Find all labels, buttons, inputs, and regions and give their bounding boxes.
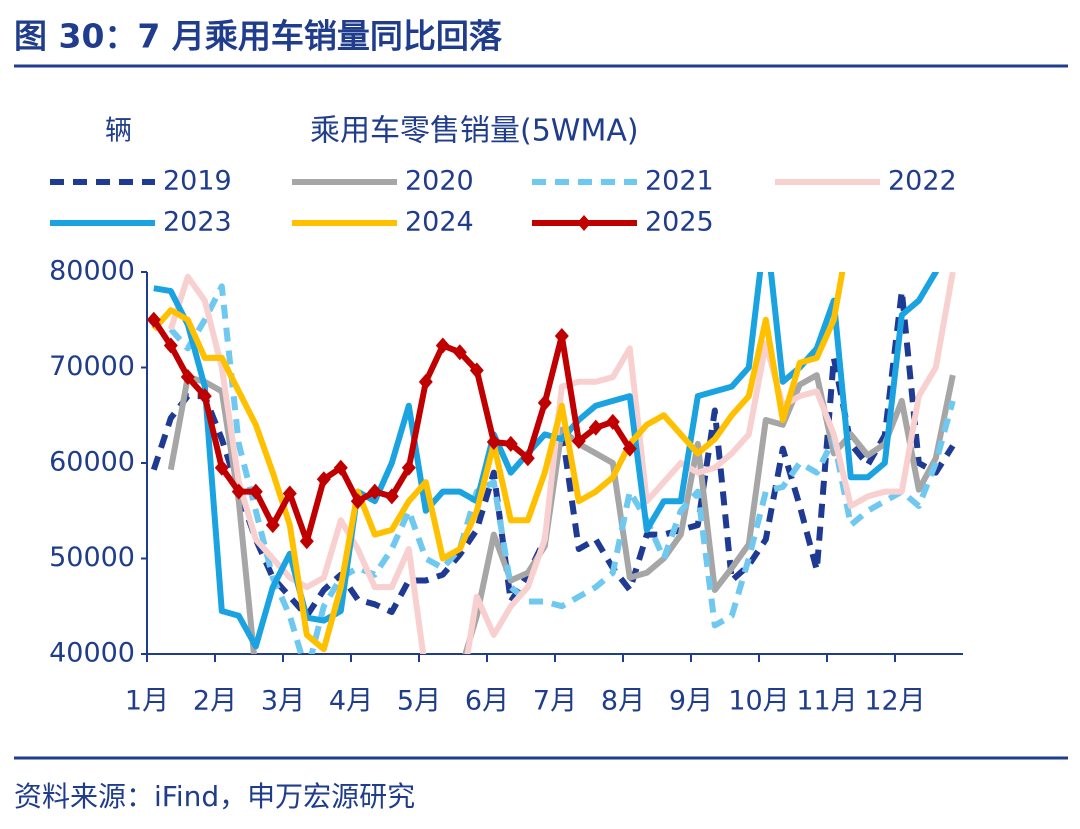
source: 资料来源：iFind，申万宏源研究	[14, 780, 415, 813]
point	[350, 493, 365, 510]
point	[520, 450, 535, 467]
point	[299, 533, 314, 550]
y-tick-label: 70000	[49, 351, 135, 382]
y-axis-label: 辆	[105, 116, 132, 147]
y-tick-label: 40000	[49, 638, 135, 669]
point	[231, 483, 246, 500]
x-tick-label: 5月	[397, 686, 441, 717]
point	[435, 337, 450, 354]
point	[147, 311, 161, 328]
legend-label: 2022	[888, 166, 957, 197]
point	[503, 435, 518, 452]
legend-label: 2020	[405, 166, 474, 197]
point	[588, 419, 603, 436]
point	[282, 485, 297, 502]
x-tick-label: 1月	[125, 686, 169, 717]
series-layer	[147, 272, 956, 654]
y-tick-label: 80000	[49, 256, 135, 287]
point	[537, 394, 552, 411]
x-tick-label: 2月	[193, 686, 237, 717]
legend-label: 2024	[405, 207, 474, 238]
series-line	[151, 272, 846, 653]
point	[469, 362, 484, 379]
series-line	[167, 372, 956, 654]
point	[214, 459, 229, 476]
chart-title: 乘用车零售销量(5WMA)	[310, 114, 639, 149]
x-tick-label: 11月	[796, 686, 857, 717]
point	[248, 483, 263, 500]
point	[418, 373, 433, 390]
legend-label: 2021	[645, 166, 714, 197]
y-tick-label: 50000	[49, 542, 135, 573]
y-tick-label: 60000	[49, 447, 135, 478]
point	[486, 433, 501, 450]
point	[452, 344, 467, 361]
legend-marker	[577, 215, 591, 231]
point	[605, 413, 620, 430]
x-tick-label: 10月	[728, 686, 789, 717]
x-tick-label: 9月	[669, 686, 713, 717]
point	[571, 433, 586, 450]
point	[197, 388, 212, 405]
x-tick-label: 8月	[601, 686, 645, 717]
x-tick-label: 3月	[261, 686, 305, 717]
point	[333, 459, 348, 476]
point	[554, 327, 569, 344]
point	[316, 471, 331, 488]
legend-label: 2023	[163, 207, 232, 238]
x-tick-label: 6月	[465, 686, 509, 717]
point	[622, 440, 637, 457]
point	[163, 337, 178, 354]
legend-label: 2025	[645, 207, 714, 238]
legend-label: 2019	[163, 166, 232, 197]
point	[401, 459, 416, 476]
x-tick-label: 12月	[864, 686, 925, 717]
x-tick-label: 4月	[329, 686, 373, 717]
point	[265, 517, 280, 534]
figure-title: 图 30：7 月乘用车销量同比回落	[14, 17, 503, 56]
x-tick-label: 7月	[533, 686, 577, 717]
point	[367, 483, 382, 500]
point	[180, 369, 195, 386]
series-line	[168, 283, 956, 654]
point	[384, 488, 399, 505]
